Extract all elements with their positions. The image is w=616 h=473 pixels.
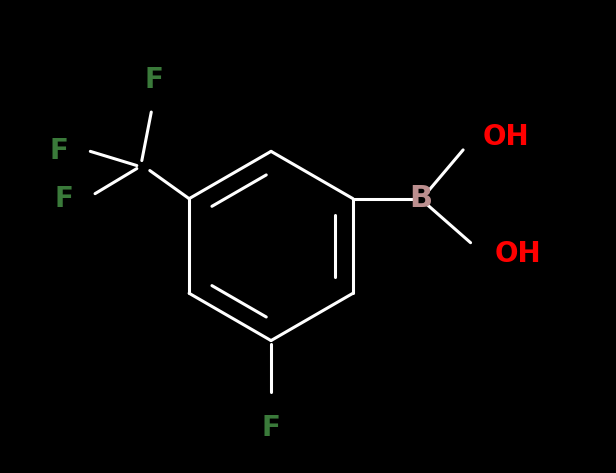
Text: F: F (262, 414, 280, 442)
Text: F: F (49, 137, 68, 166)
Text: B: B (410, 184, 432, 213)
Text: F: F (145, 66, 164, 94)
Text: F: F (54, 184, 73, 213)
Text: OH: OH (495, 240, 541, 268)
Text: OH: OH (483, 123, 530, 151)
